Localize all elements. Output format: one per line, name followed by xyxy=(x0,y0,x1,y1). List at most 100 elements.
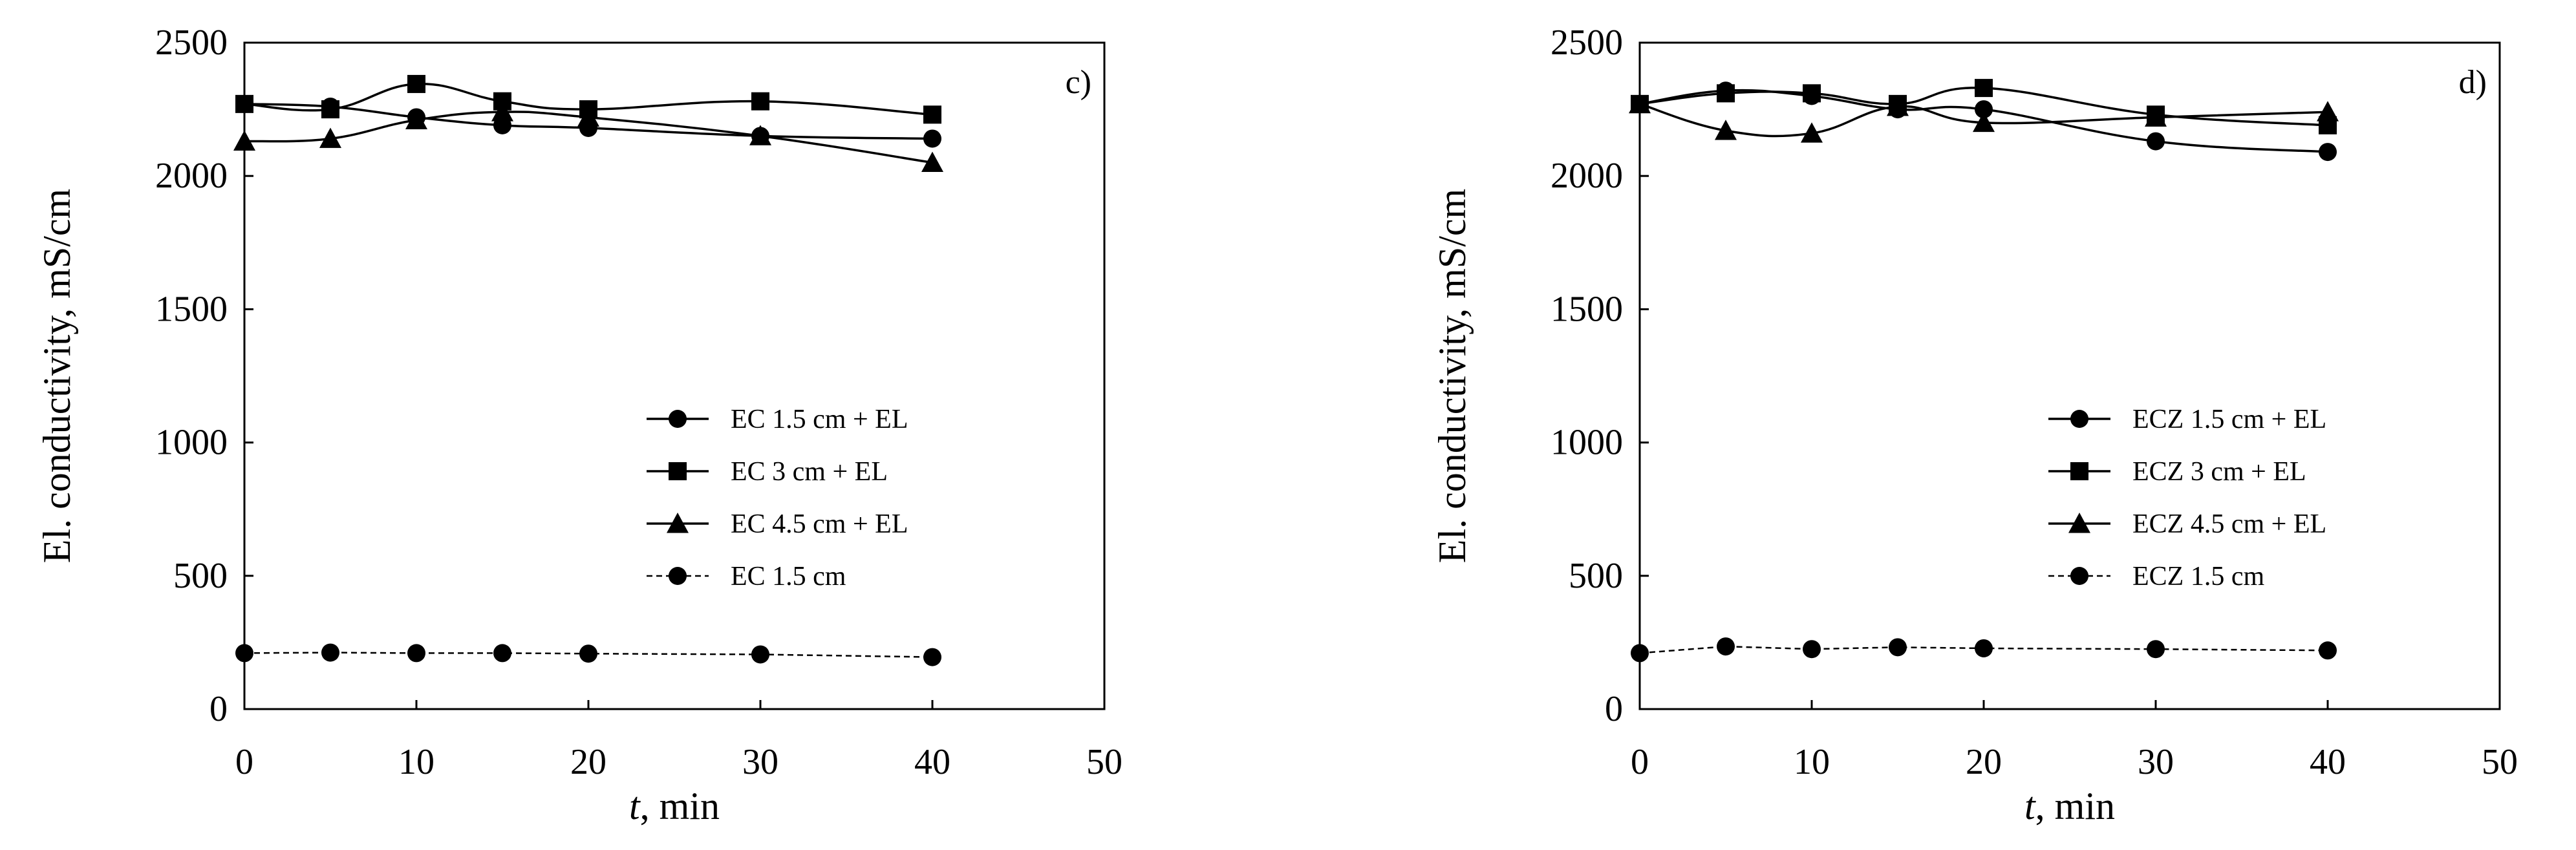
data-point xyxy=(407,644,425,663)
data-point xyxy=(1975,639,1993,657)
y-tick-label: 1000 xyxy=(155,423,228,463)
x-axis-variable: t xyxy=(629,785,641,827)
legend-label: EC 4.5 cm + EL xyxy=(731,509,908,539)
legend-marker xyxy=(667,513,689,533)
legend-entry: EC 1.5 cm xyxy=(647,562,846,591)
x-tick-label: 50 xyxy=(2482,742,2518,782)
legend-entry: EC 3 cm + EL xyxy=(647,457,888,487)
chart-panel-2: 0 500 1000 1500 2000 2500 0 10 20 30 40 50 t, min El.… xyxy=(1431,23,2518,827)
legend-label: ECZ 1.5 cm + EL xyxy=(2132,405,2326,434)
y-tick-label: 2500 xyxy=(1551,23,1623,63)
legend-entry: ECZ 1.5 cm + EL xyxy=(2048,405,2326,434)
y-tick-label: 1500 xyxy=(1551,289,1623,329)
data-point xyxy=(1973,111,1995,133)
data-point xyxy=(1801,122,1823,143)
data-point xyxy=(1803,84,1821,103)
legend-marker xyxy=(669,567,687,585)
data-point xyxy=(1887,95,1909,116)
data-point xyxy=(2145,106,2167,127)
data-point xyxy=(2317,101,2339,122)
data-point xyxy=(923,105,941,124)
series-3 xyxy=(1629,92,2339,143)
legend-marker xyxy=(669,410,687,428)
series-line xyxy=(1639,103,2328,138)
legend-marker xyxy=(2070,567,2088,585)
data-point xyxy=(235,644,253,663)
data-point xyxy=(579,644,597,663)
data-point xyxy=(2147,132,2165,151)
legend-marker xyxy=(669,462,687,480)
data-point xyxy=(407,74,425,93)
panel-label: c) xyxy=(1066,64,1091,101)
x-tick-label: 30 xyxy=(2138,742,2174,782)
data-point xyxy=(233,130,255,151)
y-axis-title: El. conductivity, mS/cm xyxy=(1431,189,1474,563)
x-tick-label: 40 xyxy=(2310,742,2346,782)
legend-entry: ECZ 4.5 cm + EL xyxy=(2048,509,2326,539)
chart-panel-1: 0 500 1000 1500 2000 2500 0 10 20 30 40 50 t, min El.… xyxy=(36,23,1122,827)
series-4 xyxy=(1631,637,2337,663)
data-point xyxy=(923,129,941,148)
data-point xyxy=(751,645,769,664)
legend-entry: ECZ 1.5 cm xyxy=(2048,562,2264,591)
legend-marker xyxy=(2070,410,2088,428)
legend-label: EC 1.5 cm xyxy=(731,562,846,591)
series-2 xyxy=(235,74,941,124)
data-point xyxy=(921,151,943,173)
data-point xyxy=(493,644,511,663)
legend-entry: EC 4.5 cm + EL xyxy=(647,509,908,539)
y-tick-label: 0 xyxy=(1605,689,1623,729)
data-point xyxy=(749,125,771,145)
y-tick-label: 500 xyxy=(1569,556,1623,596)
x-tick-label: 0 xyxy=(235,742,253,782)
x-tick-label: 20 xyxy=(1966,742,2002,782)
y-tick-label: 0 xyxy=(209,689,228,729)
x-tick-label: 50 xyxy=(1086,742,1122,782)
data-point xyxy=(321,100,339,119)
data-point xyxy=(405,109,427,130)
y-tick-label: 2000 xyxy=(1551,156,1623,196)
data-point xyxy=(1803,640,1821,659)
y-tick-label: 500 xyxy=(173,556,228,596)
x-tick-label: 20 xyxy=(570,742,606,782)
data-point xyxy=(1975,100,1993,119)
data-point xyxy=(321,643,339,662)
data-point xyxy=(2319,641,2337,660)
data-point xyxy=(577,106,599,127)
x-tick-label: 0 xyxy=(1631,742,1649,782)
legend-label: EC 1.5 cm + EL xyxy=(731,405,908,434)
data-point xyxy=(1717,637,1735,656)
legend-label: ECZ 1.5 cm xyxy=(2132,562,2264,591)
legend-marker xyxy=(2070,462,2088,480)
data-point xyxy=(1631,644,1649,663)
data-point xyxy=(319,127,341,148)
series-4 xyxy=(235,643,941,666)
y-axis-title: El. conductivity, mS/cm xyxy=(36,189,78,563)
y-tick-label: 1500 xyxy=(155,289,228,329)
y-tick-label: 2000 xyxy=(155,156,228,196)
panel-label: d) xyxy=(2459,64,2487,101)
data-point xyxy=(1717,84,1735,103)
x-tick-label: 10 xyxy=(1794,742,1830,782)
x-axis-title: t, min xyxy=(629,785,720,827)
y-tick-label: 2500 xyxy=(155,23,228,63)
series-line xyxy=(244,111,933,164)
data-point xyxy=(751,92,769,111)
x-axis-unit: , min xyxy=(640,785,720,827)
data-point xyxy=(1975,79,1993,98)
data-point xyxy=(923,648,941,666)
legend-entry: ECZ 3 cm + EL xyxy=(2048,457,2306,487)
x-tick-label: 40 xyxy=(914,742,950,782)
legend-label: EC 3 cm + EL xyxy=(731,457,888,487)
data-point xyxy=(1629,92,1651,114)
x-axis-variable: t xyxy=(2024,785,2036,827)
series-3 xyxy=(233,101,943,173)
x-tick-label: 10 xyxy=(398,742,435,782)
legend-label: ECZ 4.5 cm + EL xyxy=(2132,509,2326,539)
data-point xyxy=(2147,640,2165,659)
data-point xyxy=(1715,120,1737,140)
legend-label: ECZ 3 cm + EL xyxy=(2132,457,2306,487)
legend-marker xyxy=(2068,513,2090,533)
data-point xyxy=(2319,143,2337,162)
